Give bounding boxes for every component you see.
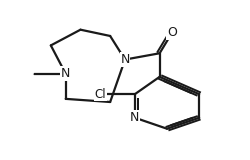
Text: Cl: Cl bbox=[94, 88, 106, 101]
Text: /: / bbox=[32, 69, 35, 78]
Text: N: N bbox=[130, 111, 140, 124]
Text: N: N bbox=[120, 53, 130, 66]
Text: N: N bbox=[61, 67, 70, 80]
Text: O: O bbox=[167, 26, 177, 39]
